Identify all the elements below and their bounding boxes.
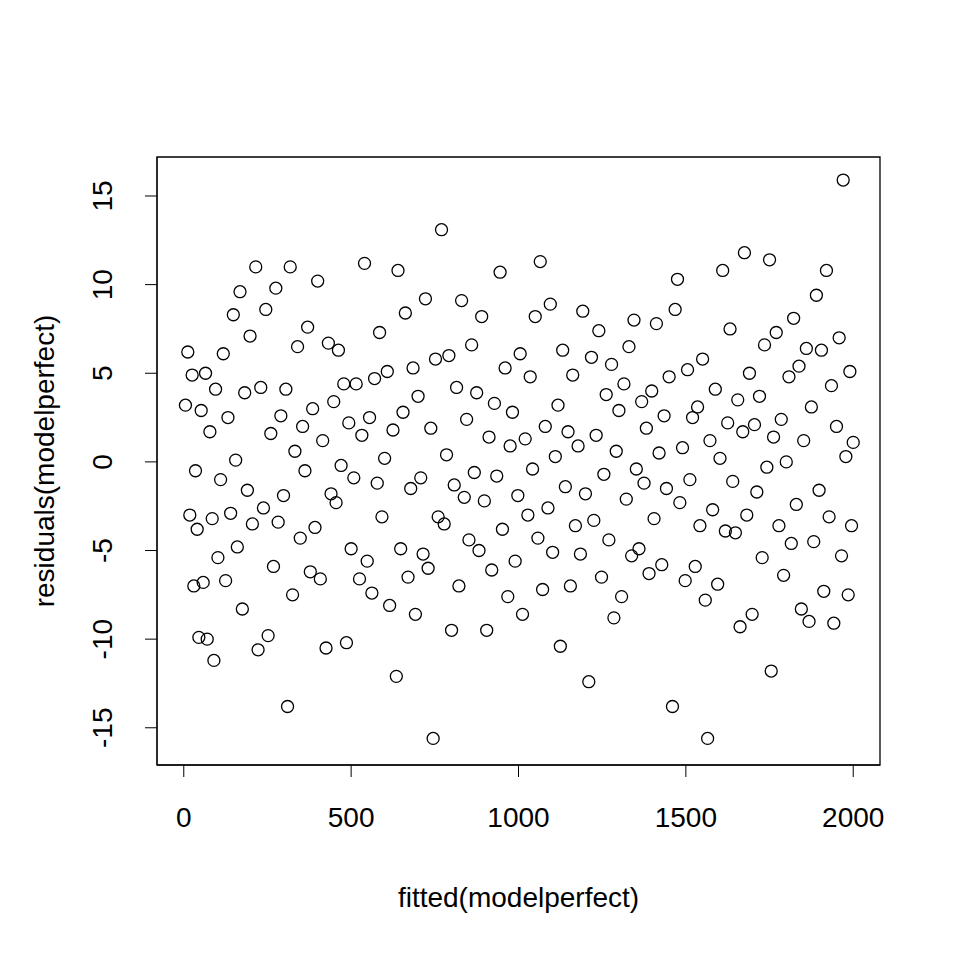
svg-text:0: 0 <box>87 454 118 470</box>
svg-text:0: 0 <box>176 802 192 833</box>
svg-text:2000: 2000 <box>822 802 884 833</box>
svg-text:5: 5 <box>87 365 118 381</box>
svg-text:-10: -10 <box>87 619 118 659</box>
html-text:residuals(modelperfect): residuals(modelperfect) <box>29 314 60 608</box>
svg-text:1500: 1500 <box>655 802 717 833</box>
svg-text:-15: -15 <box>87 708 118 748</box>
svg-text:10: 10 <box>87 269 118 300</box>
html-text:fitted(modelperfect): fitted(modelperfect) <box>397 882 640 913</box>
svg-text:-5: -5 <box>87 538 118 563</box>
svg-text:1000: 1000 <box>487 802 549 833</box>
svg-text:15: 15 <box>87 180 118 211</box>
svg-text:500: 500 <box>328 802 375 833</box>
